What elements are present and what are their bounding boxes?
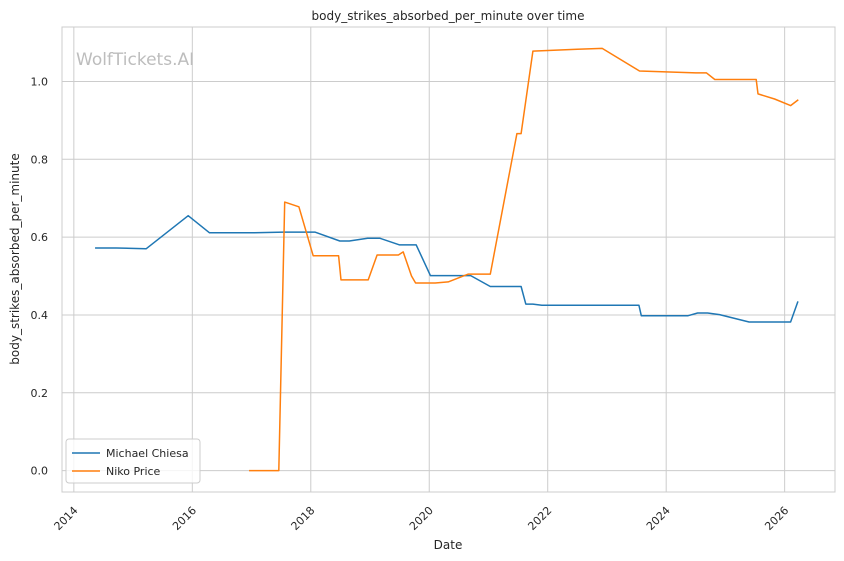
watermark: WolfTickets.AI: [76, 50, 194, 70]
y-tick-label: 0.2: [31, 387, 49, 400]
legend-box: [65, 438, 201, 484]
y-tick-label: 1.0: [31, 75, 49, 88]
series-line-michael-chiesa: [95, 214, 799, 323]
x-axis-label: Date: [434, 538, 463, 552]
legend-label-michael-chiesa: Michael Chiesa: [106, 447, 189, 460]
y-tick-label: 0.0: [31, 465, 49, 478]
series-lines: [95, 47, 799, 472]
plot-frame: [61, 26, 836, 493]
legend: Michael Chiesa Niko Price: [65, 438, 201, 484]
plot-area: [62, 27, 835, 492]
y-axis-label: body_strikes_absorbed_per_minute: [8, 153, 22, 364]
legend-label-niko-price: Niko Price: [106, 465, 161, 478]
y-tick-label: 0.8: [31, 153, 49, 166]
chart-title: body_strikes_absorbed_per_minute over ti…: [312, 9, 585, 23]
y-tick-label: 0.6: [31, 231, 49, 244]
y-tick-label: 0.4: [31, 309, 49, 322]
series-line-niko-price: [249, 47, 799, 472]
